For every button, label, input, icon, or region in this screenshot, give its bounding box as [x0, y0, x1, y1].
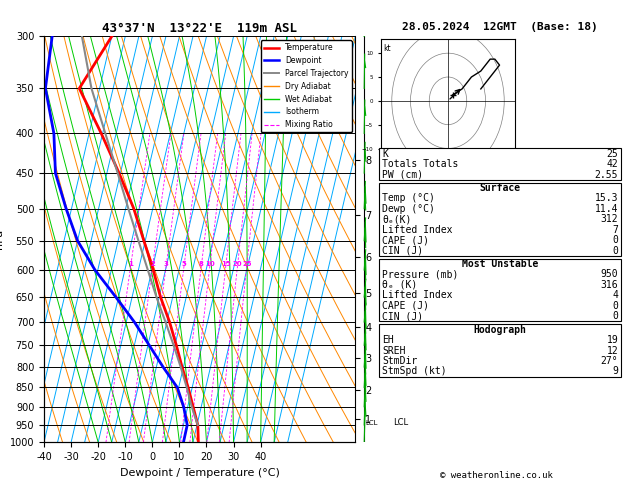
Text: 12: 12 — [606, 346, 618, 356]
Text: 0: 0 — [613, 301, 618, 311]
Text: Surface: Surface — [479, 183, 521, 193]
Y-axis label: km
ASL: km ASL — [382, 230, 399, 249]
Text: 28.05.2024  12GMT  (Base: 18): 28.05.2024 12GMT (Base: 18) — [402, 22, 598, 32]
Text: 5: 5 — [182, 261, 187, 267]
Text: CAPE (J): CAPE (J) — [382, 235, 430, 245]
Text: CIN (J): CIN (J) — [382, 311, 423, 321]
Text: 15.3: 15.3 — [595, 193, 618, 204]
Text: Hodograph: Hodograph — [474, 325, 526, 335]
Y-axis label: hPa: hPa — [0, 229, 4, 249]
Text: 312: 312 — [601, 214, 618, 225]
Text: 27°: 27° — [601, 356, 618, 366]
Text: kt: kt — [383, 44, 391, 53]
Text: θₑ (K): θₑ (K) — [382, 280, 418, 290]
Text: LCL: LCL — [392, 418, 408, 427]
Text: 3: 3 — [164, 261, 169, 267]
Text: 0: 0 — [613, 235, 618, 245]
Text: 15: 15 — [221, 261, 231, 267]
Text: 2: 2 — [150, 261, 155, 267]
Text: 9: 9 — [613, 366, 618, 377]
Text: StmDir: StmDir — [382, 356, 418, 366]
Text: EH: EH — [382, 335, 394, 345]
Text: 0: 0 — [613, 245, 618, 256]
Text: Lifted Index: Lifted Index — [382, 290, 453, 300]
Text: 7: 7 — [613, 225, 618, 235]
Text: PW (cm): PW (cm) — [382, 170, 423, 180]
Text: © weatheronline.co.uk: © weatheronline.co.uk — [440, 471, 554, 480]
Text: CIN (J): CIN (J) — [382, 245, 423, 256]
Text: 8: 8 — [199, 261, 204, 267]
Text: Totals Totals: Totals Totals — [382, 159, 459, 169]
Text: Dewp (°C): Dewp (°C) — [382, 204, 435, 214]
X-axis label: Dewpoint / Temperature (°C): Dewpoint / Temperature (°C) — [120, 468, 280, 478]
Text: 0: 0 — [613, 311, 618, 321]
Title: 43°37'N  13°22'E  119m ASL: 43°37'N 13°22'E 119m ASL — [102, 22, 298, 35]
Text: θₑ(K): θₑ(K) — [382, 214, 412, 225]
Text: 4: 4 — [613, 290, 618, 300]
Text: StmSpd (kt): StmSpd (kt) — [382, 366, 447, 377]
Text: K: K — [382, 149, 388, 159]
Text: Pressure (mb): Pressure (mb) — [382, 269, 459, 279]
Text: 11.4: 11.4 — [595, 204, 618, 214]
Text: LCL: LCL — [365, 420, 377, 426]
Text: 25: 25 — [242, 261, 252, 267]
Text: SREH: SREH — [382, 346, 406, 356]
Text: Temp (°C): Temp (°C) — [382, 193, 435, 204]
Text: 2.55: 2.55 — [595, 170, 618, 180]
Text: 19: 19 — [606, 335, 618, 345]
Text: 20: 20 — [233, 261, 242, 267]
Text: 316: 316 — [601, 280, 618, 290]
Text: Most Unstable: Most Unstable — [462, 259, 538, 269]
Text: CAPE (J): CAPE (J) — [382, 301, 430, 311]
Text: 950: 950 — [601, 269, 618, 279]
Text: Lifted Index: Lifted Index — [382, 225, 453, 235]
Text: 42: 42 — [606, 159, 618, 169]
Text: 10: 10 — [205, 261, 215, 267]
Legend: Temperature, Dewpoint, Parcel Trajectory, Dry Adiabat, Wet Adiabat, Isotherm, Mi: Temperature, Dewpoint, Parcel Trajectory… — [260, 40, 352, 132]
Text: 1: 1 — [128, 261, 133, 267]
Text: 25: 25 — [606, 149, 618, 159]
